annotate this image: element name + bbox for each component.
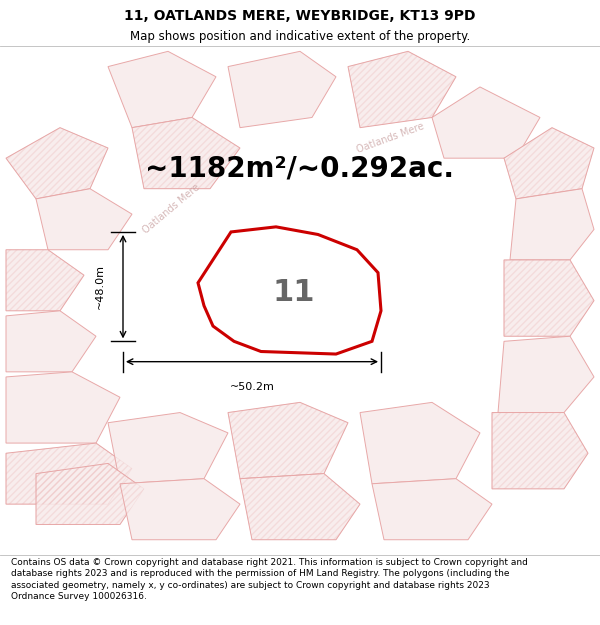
Polygon shape — [132, 118, 240, 189]
Text: Map shows position and indicative extent of the property.: Map shows position and indicative extent… — [130, 30, 470, 43]
Polygon shape — [120, 479, 240, 540]
Polygon shape — [198, 227, 381, 354]
Text: ~1182m²/~0.292ac.: ~1182m²/~0.292ac. — [146, 154, 455, 182]
Polygon shape — [492, 412, 588, 489]
Polygon shape — [108, 51, 216, 127]
Text: Oatlands Mere: Oatlands Mere — [140, 182, 202, 236]
Polygon shape — [510, 189, 594, 260]
Polygon shape — [6, 311, 96, 372]
Text: ~50.2m: ~50.2m — [230, 382, 274, 392]
Polygon shape — [6, 127, 108, 199]
Text: Oatlands Mere: Oatlands Mere — [355, 121, 425, 154]
Polygon shape — [108, 412, 228, 484]
Text: ~48.0m: ~48.0m — [95, 264, 105, 309]
Polygon shape — [240, 474, 360, 540]
Polygon shape — [228, 402, 348, 479]
Polygon shape — [504, 260, 594, 336]
Polygon shape — [6, 250, 84, 311]
Polygon shape — [498, 336, 594, 412]
Polygon shape — [432, 87, 540, 158]
Polygon shape — [6, 372, 120, 443]
Polygon shape — [348, 51, 456, 127]
Text: Contains OS data © Crown copyright and database right 2021. This information is : Contains OS data © Crown copyright and d… — [11, 558, 527, 601]
Polygon shape — [360, 402, 480, 484]
Polygon shape — [36, 189, 132, 250]
Text: 11: 11 — [273, 279, 315, 308]
Polygon shape — [6, 443, 132, 504]
Polygon shape — [372, 479, 492, 540]
Polygon shape — [36, 463, 144, 524]
Text: 11, OATLANDS MERE, WEYBRIDGE, KT13 9PD: 11, OATLANDS MERE, WEYBRIDGE, KT13 9PD — [124, 9, 476, 23]
Polygon shape — [228, 51, 336, 127]
Polygon shape — [504, 127, 594, 199]
